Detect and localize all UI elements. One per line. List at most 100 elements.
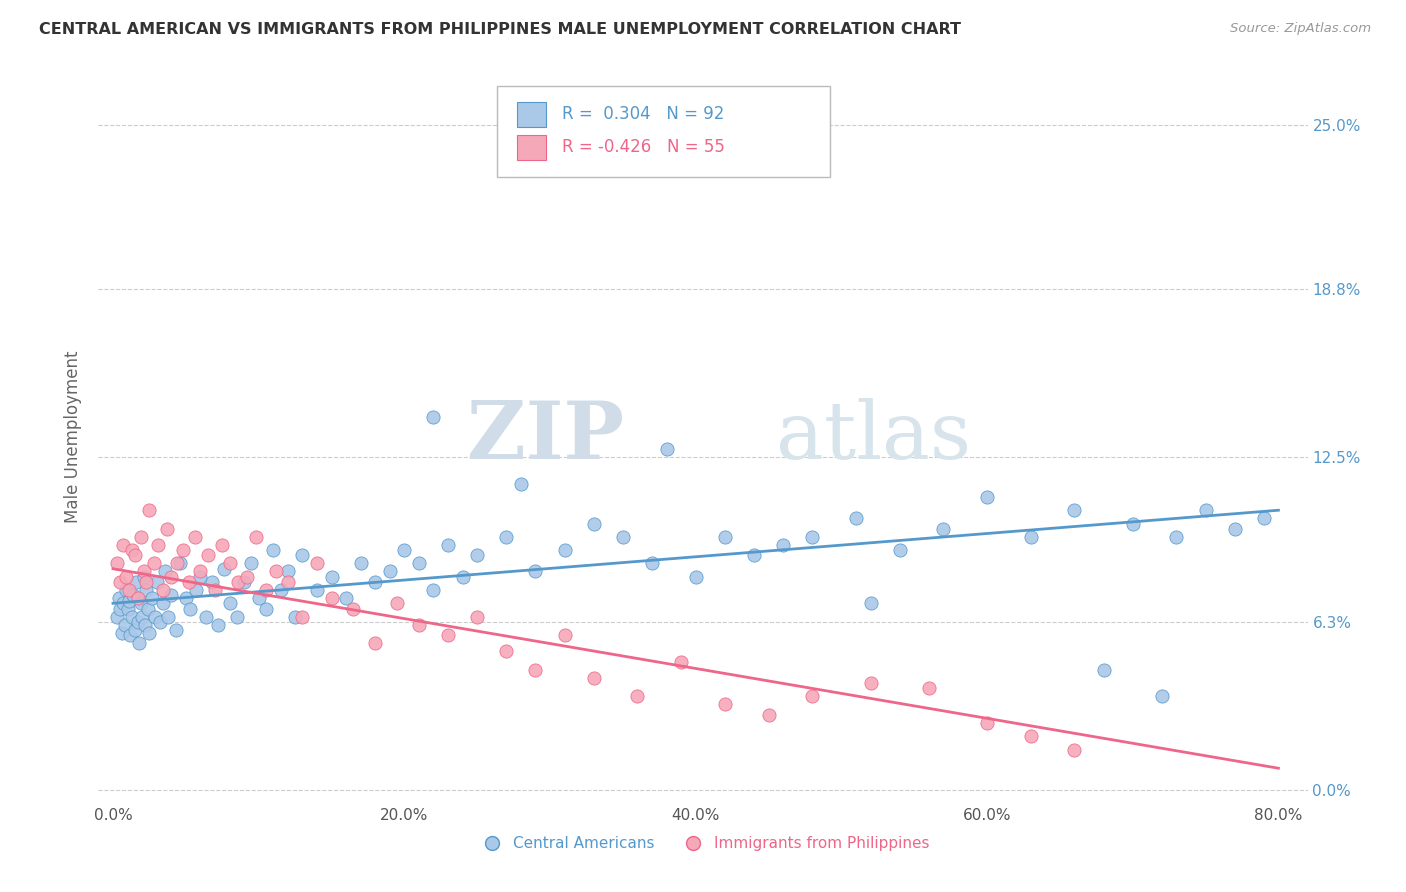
Point [932,522,955,536]
Point [124,623,146,637]
Point [236,570,259,584]
Point [262,543,284,558]
Point [169,557,191,571]
Point [714,530,737,544]
Point [321,591,343,605]
Point [772,538,794,552]
Point [184,582,207,597]
Point [132,570,155,584]
Point [218,596,240,610]
Point [135,575,157,590]
Point [451,570,474,584]
Point [129,530,152,544]
Point [305,582,328,597]
Point [110,575,132,590]
Point [195,609,218,624]
Point [685,570,707,584]
Point [284,609,307,624]
Point [342,601,364,615]
FancyBboxPatch shape [498,86,830,178]
Point [118,582,141,597]
Point [801,690,824,704]
Point [190,570,212,584]
Point [350,557,373,571]
Point [204,582,226,597]
Point [226,575,249,590]
Point [976,490,998,504]
Point [1019,729,1042,743]
Point [120,628,142,642]
Point [889,543,911,558]
Point [758,708,780,723]
Point [127,615,149,629]
Point [385,596,408,610]
Point [669,655,692,669]
FancyBboxPatch shape [517,135,546,160]
Point [859,676,882,690]
Point [408,617,430,632]
Point [1253,511,1275,525]
Point [138,625,160,640]
Point [240,557,263,571]
Point [111,625,134,640]
Point [112,538,135,552]
Point [152,582,174,597]
Point [509,476,531,491]
Point [554,628,576,642]
Point [742,549,765,563]
Point [364,636,387,650]
Point [127,591,149,605]
Point [1223,522,1246,536]
Point [121,543,143,558]
Point [179,601,201,615]
Text: R = -0.426   N = 55: R = -0.426 N = 55 [561,137,724,156]
Point [128,636,150,650]
Point [125,575,148,590]
Point [1194,503,1216,517]
Point [291,609,314,624]
Point [1150,690,1173,704]
Point [626,690,648,704]
Point [165,623,187,637]
Point [146,538,169,552]
Point [233,575,256,590]
Point [105,609,128,624]
Point [291,549,314,563]
Point [197,549,219,563]
Point [495,530,517,544]
Point [108,591,131,605]
Point [152,596,174,610]
Point [207,617,229,632]
Point [1122,516,1144,531]
Point [136,601,159,615]
Point [212,562,235,576]
Point [655,442,678,456]
Point [254,601,277,615]
Point [305,557,328,571]
Point [143,609,166,624]
Point [129,596,152,610]
Point [115,582,138,597]
Point [524,663,547,677]
Point [115,570,138,584]
Point [117,601,139,615]
Point [160,570,183,584]
Point [918,681,941,696]
Point [1063,742,1085,756]
Point [264,565,287,579]
Point [124,549,146,563]
Point [408,557,430,571]
Point [105,557,128,571]
Point [554,543,576,558]
Point [183,530,205,544]
Point [118,593,141,607]
Point [321,570,343,584]
Point [201,575,224,590]
Point [134,617,156,632]
Text: atlas: atlas [776,398,970,476]
Text: ZIP: ZIP [467,398,624,476]
Point [157,609,180,624]
Point [845,511,868,525]
Point [247,591,270,605]
Point [225,609,247,624]
